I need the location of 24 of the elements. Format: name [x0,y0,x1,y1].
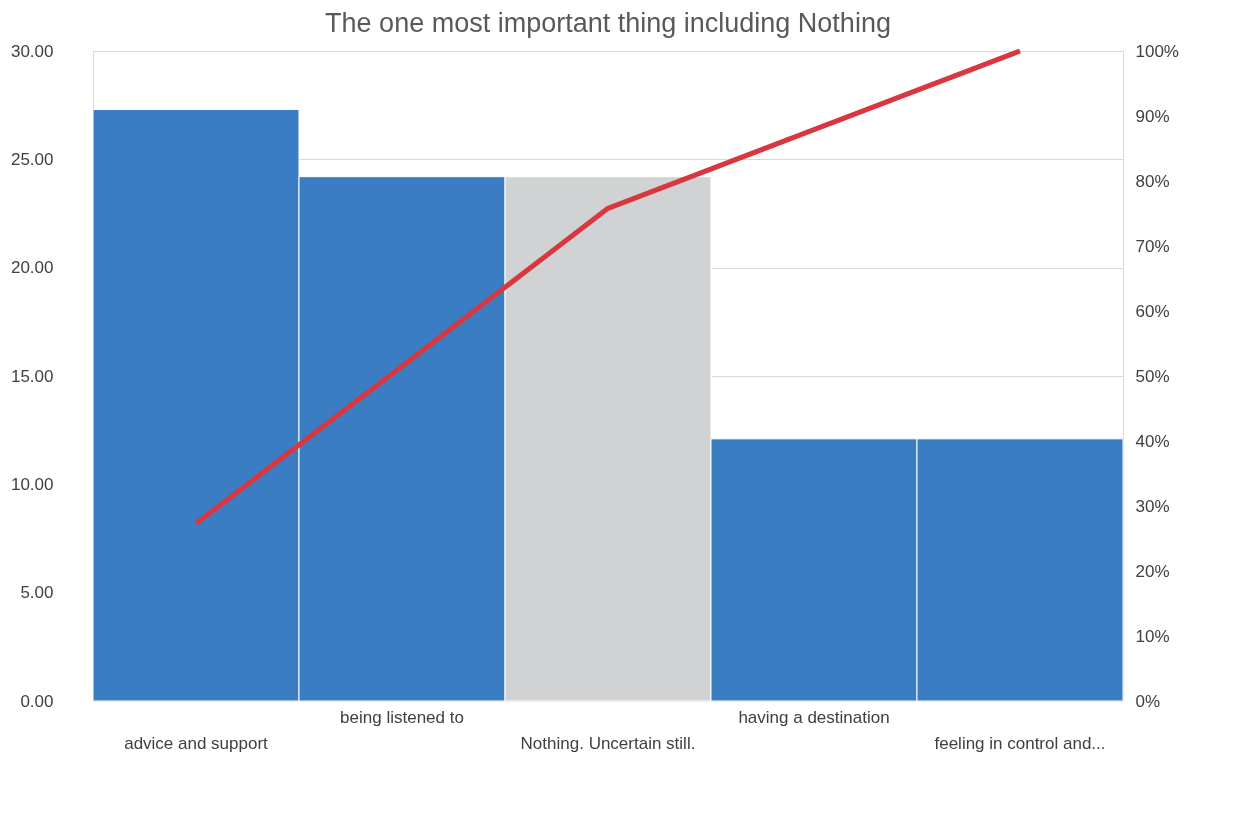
y2-tick-label: 20% [1135,561,1170,581]
y-tick-label: 5.00 [20,583,54,603]
x-tick-label: having a destination [738,707,890,727]
y-tick-label: 25.00 [10,149,54,169]
y2-tick-label: 90% [1135,106,1170,126]
y2-tick-label: 80% [1135,171,1170,191]
x-tick-label: being listened to [340,707,464,727]
y2-tick-label: 70% [1135,236,1170,256]
x-tick-label: advice and support [124,733,269,753]
y-tick-label: 15.00 [10,366,54,386]
chart-title: The one most important thing including Nothing [325,8,891,38]
y2-tick-label: 50% [1135,366,1170,386]
y2-tick-label: 10% [1135,626,1170,646]
y2-tick-label: 40% [1135,431,1170,451]
y2-tick-label: 100% [1135,41,1179,61]
x-tick-label: feeling in control and... [934,733,1106,753]
y-tick-label: 20.00 [10,258,54,278]
y2-tick-label: 60% [1135,301,1170,321]
y2-tick-label: 0% [1135,691,1161,711]
y-tick-label: 30.00 [10,41,54,61]
x-tick-label: Nothing. Uncertain still. [520,733,696,753]
y-tick-label: 0.00 [20,691,54,711]
y2-tick-label: 30% [1135,496,1170,516]
y-tick-label: 10.00 [10,474,54,494]
